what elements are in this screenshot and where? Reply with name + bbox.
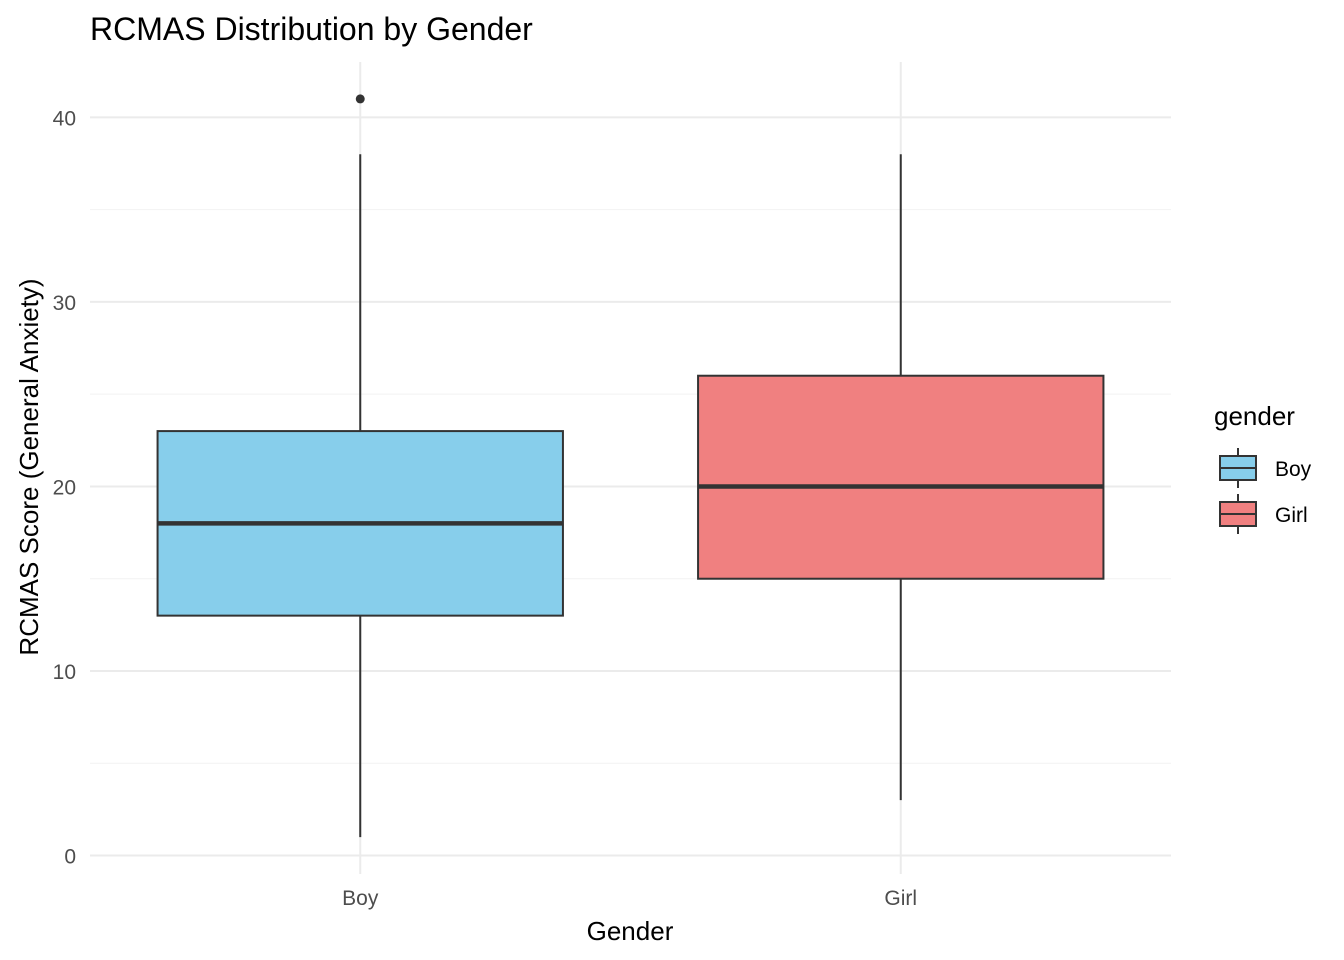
- legend-title: gender: [1214, 401, 1295, 431]
- y-tick-label: 0: [64, 846, 76, 869]
- x-axis-ticks: Boy Girl: [342, 887, 917, 910]
- box-boy: [156, 94, 564, 838]
- y-tick-label: 10: [53, 661, 76, 684]
- legend-label: Boy: [1275, 458, 1312, 481]
- legend-item-boy: Boy: [1219, 448, 1312, 488]
- y-tick-label: 20: [53, 476, 76, 499]
- x-tick-label: Boy: [342, 887, 379, 910]
- outlier-point: [355, 94, 365, 104]
- boxes: [156, 94, 1105, 838]
- x-axis-title: Gender: [587, 916, 674, 946]
- legend-label: Girl: [1275, 504, 1308, 527]
- box-iqr: [697, 374, 1105, 580]
- y-tick-label: 40: [53, 107, 76, 130]
- legend: gender Boy Girl: [1214, 401, 1312, 534]
- y-axis-title: RCMAS Score (General Anxiety): [14, 278, 44, 655]
- box-girl: [697, 154, 1105, 801]
- y-axis-ticks: 0 10 20 30 40: [53, 107, 76, 868]
- legend-item-girl: Girl: [1219, 494, 1308, 534]
- chart-title: RCMAS Distribution by Gender: [90, 11, 533, 47]
- y-tick-label: 30: [53, 292, 76, 315]
- x-tick-label: Girl: [884, 887, 917, 910]
